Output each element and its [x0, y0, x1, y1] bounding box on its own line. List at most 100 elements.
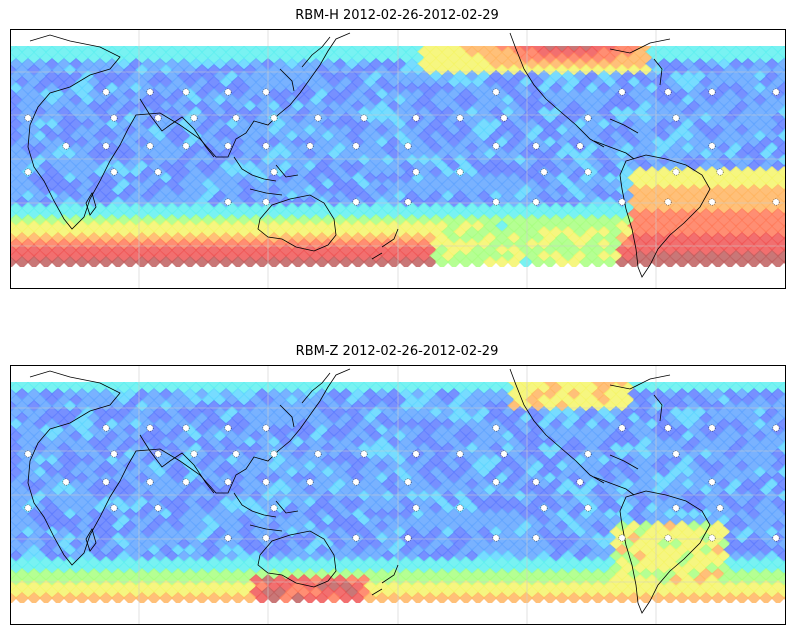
station-marker [262, 198, 270, 206]
station-marker [412, 450, 420, 458]
station-marker [492, 198, 500, 206]
station-marker [672, 114, 680, 122]
station-marker [664, 424, 672, 432]
station-marker [716, 504, 724, 512]
station-marker [492, 424, 500, 432]
station-marker [182, 478, 190, 486]
station-marker [352, 198, 360, 206]
station-marker [270, 450, 278, 458]
station-marker [262, 478, 270, 486]
ionosphere-field-layer [10, 40, 786, 269]
map-frame [10, 29, 786, 289]
station-marker [716, 168, 724, 176]
station-marker [270, 168, 278, 176]
map-panel-rbm-z: RBM-Z 2012-02-26-2012-02-29 [0, 336, 794, 633]
station-marker [182, 88, 190, 96]
station-marker [412, 504, 420, 512]
station-marker [352, 478, 360, 486]
station-marker [224, 198, 232, 206]
station-marker [352, 534, 360, 542]
station-marker [584, 168, 592, 176]
station-marker [314, 114, 322, 122]
station-marker [102, 478, 110, 486]
station-marker [584, 504, 592, 512]
station-marker [262, 424, 270, 432]
station-marker [190, 114, 198, 122]
station-marker [232, 114, 240, 122]
station-marker [540, 504, 548, 512]
station-marker [154, 450, 162, 458]
station-marker [110, 504, 118, 512]
station-marker [224, 88, 232, 96]
station-marker [708, 198, 716, 206]
station-marker [708, 534, 716, 542]
station-marker [232, 450, 240, 458]
station-marker [456, 450, 464, 458]
map-title: RBM-Z 2012-02-26-2012-02-29 [295, 344, 499, 359]
station-marker [146, 142, 154, 150]
station-marker [146, 88, 154, 96]
station-marker [772, 88, 780, 96]
station-marker [492, 142, 500, 150]
station-marker [24, 168, 32, 176]
station-marker [618, 534, 626, 542]
station-marker [772, 424, 780, 432]
station-marker [110, 168, 118, 176]
station-marker [270, 504, 278, 512]
station-marker [708, 424, 716, 432]
station-marker [456, 168, 464, 176]
station-marker [262, 534, 270, 542]
station-marker [102, 142, 110, 150]
station-marker [102, 88, 110, 96]
map-frame [10, 365, 786, 625]
station-marker [772, 198, 780, 206]
station-marker [110, 114, 118, 122]
station-marker [404, 198, 412, 206]
station-marker [576, 478, 584, 486]
coastlines [27, 32, 711, 278]
station-marker [618, 198, 626, 206]
station-marker [224, 478, 232, 486]
station-marker [154, 114, 162, 122]
station-marker [62, 142, 70, 150]
station-marker [182, 142, 190, 150]
station-marker [532, 142, 540, 150]
station-marker [672, 504, 680, 512]
station-marker [672, 168, 680, 176]
station-marker [672, 450, 680, 458]
coastlines [27, 368, 711, 614]
station-marker [154, 504, 162, 512]
station-marker [314, 450, 322, 458]
station-marker [190, 450, 198, 458]
station-marker [404, 534, 412, 542]
station-marker [584, 450, 592, 458]
world-map-rbm-z [10, 365, 786, 625]
station-marker [306, 142, 314, 150]
station-marker [262, 88, 270, 96]
station-marker [146, 478, 154, 486]
station-marker [492, 88, 500, 96]
station-marker [708, 478, 716, 486]
station-marker [664, 198, 672, 206]
station-marker [492, 478, 500, 486]
station-marker [24, 504, 32, 512]
station-marker [532, 198, 540, 206]
station-marker [576, 142, 584, 150]
station-marker [708, 88, 716, 96]
station-marker [224, 142, 232, 150]
station-marker [456, 504, 464, 512]
station-marker [532, 534, 540, 542]
station-marker [492, 534, 500, 542]
station-marker [224, 534, 232, 542]
station-marker [456, 114, 464, 122]
station-marker [618, 424, 626, 432]
station-marker [62, 478, 70, 486]
station-marker [664, 534, 672, 542]
station-marker [412, 168, 420, 176]
station-marker [110, 450, 118, 458]
station-marker [182, 424, 190, 432]
station-marker [352, 142, 360, 150]
station-marker [24, 450, 32, 458]
station-marker [584, 114, 592, 122]
station-marker [360, 114, 368, 122]
